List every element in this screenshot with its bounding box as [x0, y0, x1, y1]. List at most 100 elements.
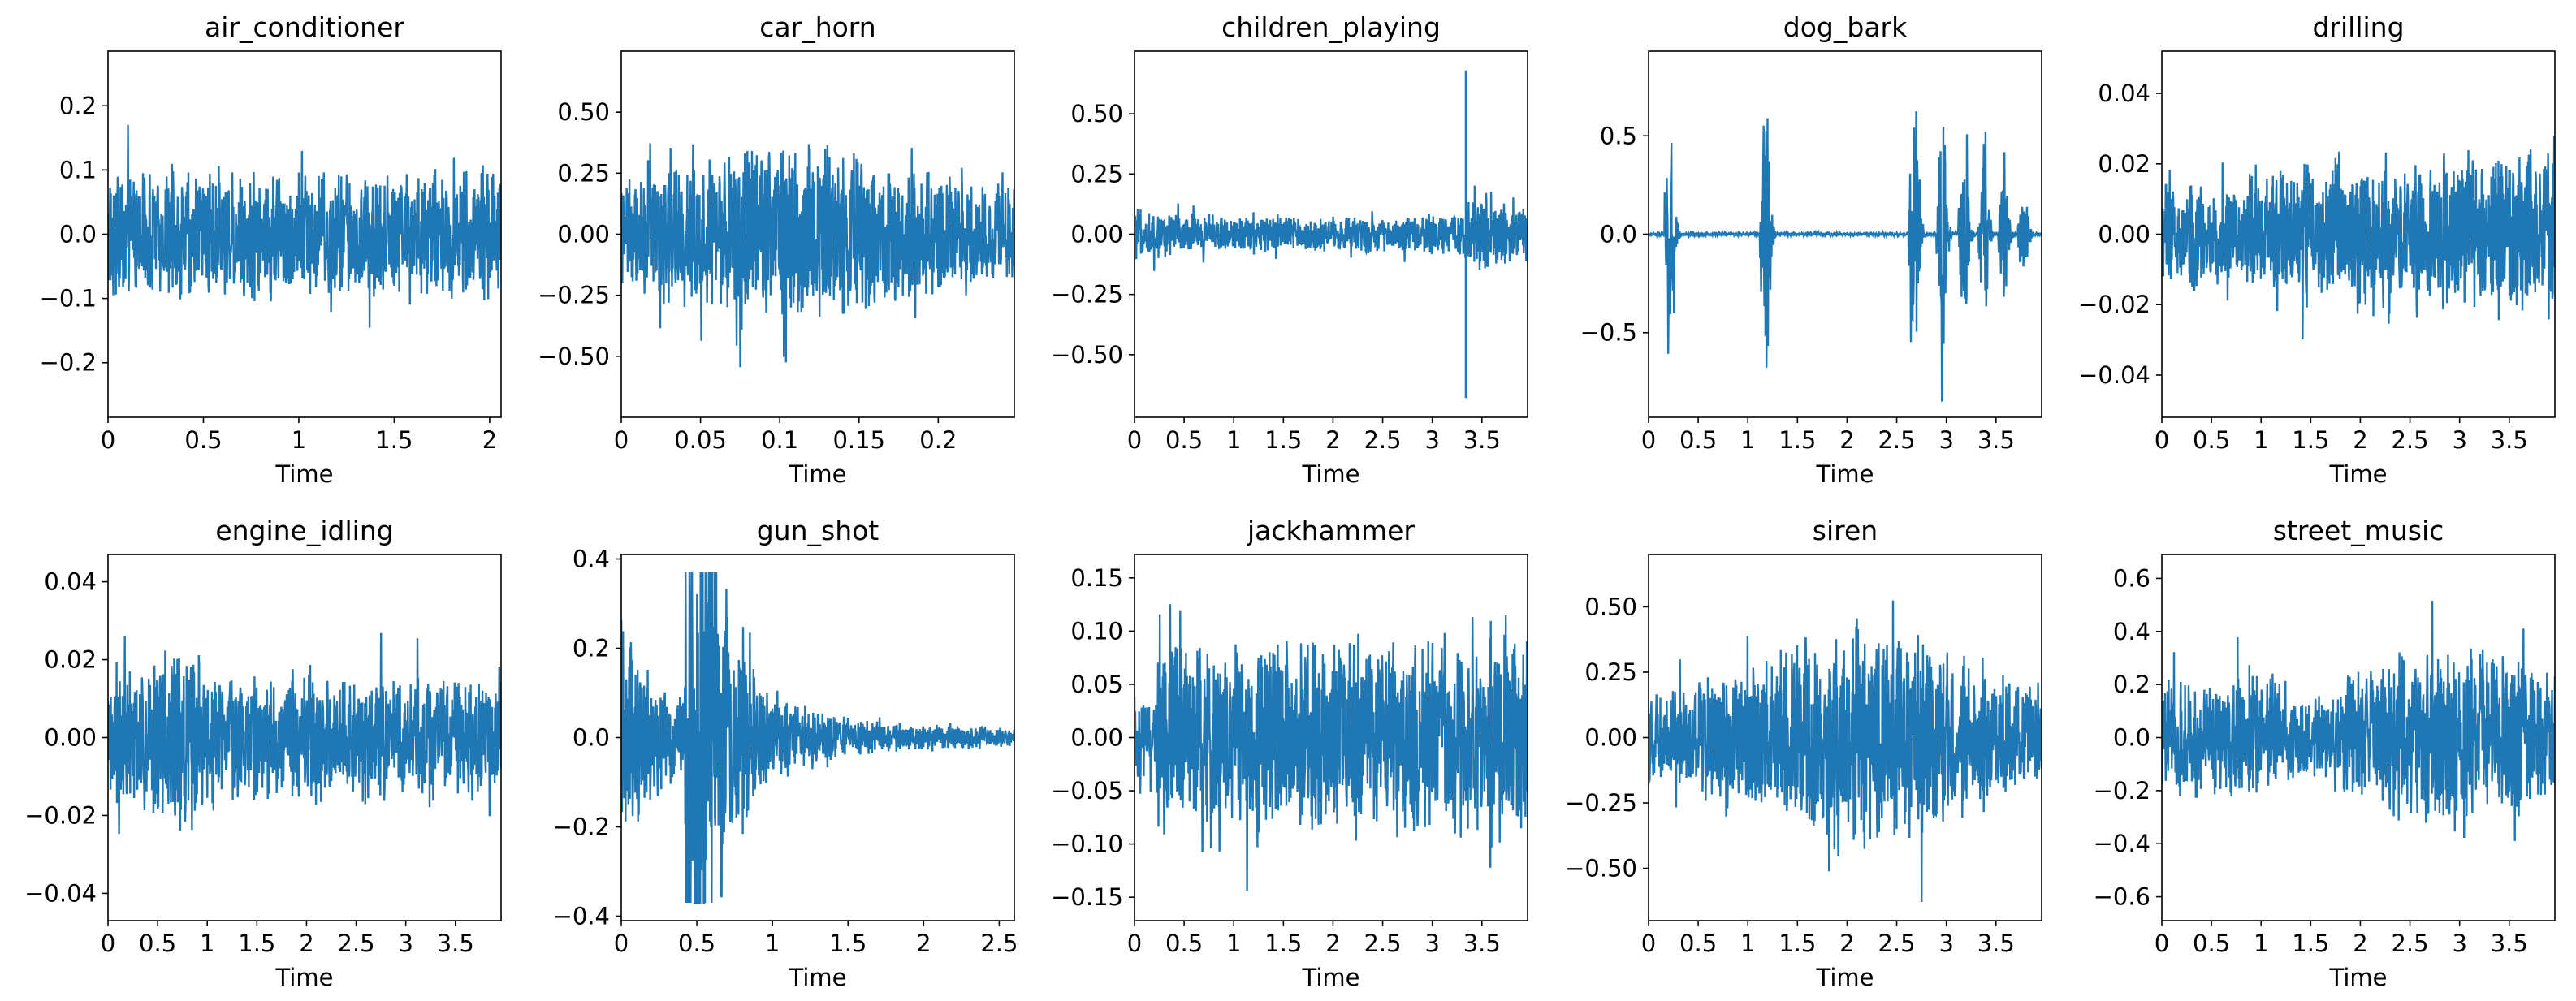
x-tick-label: 1: [2254, 426, 2268, 454]
y-tick-label: 0.0: [59, 221, 97, 248]
x-tick-label: 1.5: [1779, 426, 1816, 454]
y-tick-label: −0.15: [1051, 883, 1123, 911]
x-tick-label: 2: [1839, 930, 1854, 957]
x-tick-label: 1.5: [238, 930, 275, 957]
y-tick-label: 0.00: [1584, 724, 1637, 752]
x-tick-label: 0.5: [1679, 930, 1717, 957]
x-tick-label: 0.1: [761, 426, 798, 454]
y-tick-label: 0.05: [1070, 671, 1123, 698]
subplot-gun-shot: 0 0.5 1 1.5 2 2.5 −0.4 −0.2 0.0 0.2 0.4 gun_shot Tim…: [553, 515, 1018, 991]
x-tick-label: 0.05: [674, 426, 727, 454]
y-tick-label: 0.00: [1070, 221, 1123, 248]
x-tick-label: 0.5: [2193, 930, 2230, 957]
x-tick-label: 0: [1641, 426, 1656, 454]
waveform-siren: [1649, 600, 2042, 903]
x-tick-label: 0: [101, 930, 115, 957]
y-tick-label: 0.50: [1070, 100, 1123, 127]
subplot-engine-idling: 0 0.5 1 1.5 2 2.5 3 3.5 −0.04 −0.02 0.00 0.02 0.04 en…: [24, 515, 502, 991]
x-tick-label: 3.5: [2491, 930, 2528, 957]
y-tick-label: 0.25: [1584, 658, 1637, 686]
x-axis-label: Time: [2329, 964, 2388, 991]
x-axis-label: Time: [789, 964, 847, 991]
x-tick-label: 2: [916, 930, 931, 957]
y-tick-label: 0.04: [44, 568, 97, 596]
y-tick-label: −0.6: [2094, 883, 2150, 911]
y-tick-label: 0.00: [2098, 221, 2150, 248]
x-tick-label: 2: [2353, 426, 2367, 454]
x-tick-label: 2.5: [1364, 930, 1401, 957]
y-tick-label: 0.02: [44, 646, 97, 674]
y-tick-label: −0.50: [1565, 855, 1637, 882]
subplot-siren: 0 0.5 1 1.5 2 2.5 3 3.5 −0.50 −0.25 0.00 0.25 0.50 si…: [1565, 515, 2042, 991]
y-tick-label: −0.02: [24, 801, 97, 829]
x-axis-label: Time: [1302, 964, 1360, 991]
waveform-dog-bark: [1649, 111, 2042, 402]
x-tick-label: 0.5: [1165, 930, 1203, 957]
x-tick-label: 0: [614, 930, 629, 957]
x-tick-label: 1.5: [2292, 930, 2329, 957]
y-tick-label: −0.04: [24, 879, 97, 907]
y-tick-label: 0.4: [573, 546, 610, 573]
x-tick-label: 1: [765, 930, 780, 957]
y-tick-label: 0.1: [59, 156, 97, 183]
y-tick-label: 0.0: [573, 724, 610, 752]
y-tick-label: 0.2: [573, 635, 610, 662]
x-tick-label: 1: [200, 930, 214, 957]
y-tick-label: 0.25: [1070, 160, 1123, 188]
x-tick-label: 0.5: [678, 930, 715, 957]
x-tick-label: 2.5: [980, 930, 1018, 957]
x-tick-label: 2.5: [337, 930, 374, 957]
x-tick-label: 3.5: [2491, 426, 2528, 454]
x-tick-label: 3: [1938, 426, 1953, 454]
subplot-title: children_playing: [1221, 11, 1441, 43]
x-tick-label: 0.5: [1679, 426, 1717, 454]
x-tick-label: 3: [1424, 426, 1439, 454]
y-tick-label: 0.2: [59, 92, 97, 119]
waveform-engine-idling: [108, 632, 501, 835]
y-tick-label: 0.04: [2098, 80, 2150, 107]
x-tick-label: 0.5: [2193, 426, 2230, 454]
y-tick-label: 0.4: [2113, 618, 2150, 645]
x-tick-label: 3.5: [1463, 426, 1501, 454]
y-tick-label: −0.10: [1051, 831, 1123, 858]
y-tick-label: −0.25: [538, 282, 610, 309]
y-tick-label: −0.25: [1051, 281, 1123, 308]
x-tick-label: 2: [2353, 930, 2367, 957]
x-tick-label: 2: [299, 930, 313, 957]
subplot-title: engine_idling: [215, 515, 393, 546]
x-tick-label: 2.5: [1878, 426, 1915, 454]
subplot-car-horn: 0 0.05 0.1 0.15 0.2 −0.50 −0.25 0.00 0.25 0.50 car…: [538, 11, 1015, 488]
subplot-title: siren: [1813, 515, 1878, 546]
y-tick-label: −0.2: [553, 813, 610, 841]
subplot-street-music: 0 0.5 1 1.5 2 2.5 3 3.5 −0.6 −0.4 −0.2 0.0 0.2 0.4 0.6…: [2094, 515, 2556, 991]
x-tick-label: 0.5: [184, 426, 222, 454]
x-tick-label: 1.5: [1779, 930, 1816, 957]
y-tick-label: 0.50: [557, 98, 610, 126]
subplot-title: dog_bark: [1783, 11, 1908, 43]
subplot-air-conditioner: 0 0.5 1 1.5 2 −0.2 −0.1 0.0 0.1 0.2 air_conditione…: [40, 11, 502, 488]
x-tick-label: 0: [2155, 930, 2169, 957]
x-tick-label: 0.15: [832, 426, 885, 454]
x-tick-label: 0: [2155, 426, 2169, 454]
x-axis-label: Time: [275, 460, 334, 488]
subplot-title: gun_shot: [757, 515, 880, 546]
x-tick-label: 3: [1424, 930, 1439, 957]
waveform-air-conditioner: [108, 124, 501, 328]
y-tick-label: 0.00: [557, 221, 610, 248]
x-tick-label: 3: [398, 930, 413, 957]
x-tick-label: 0.5: [1165, 426, 1203, 454]
x-tick-label: 1: [2254, 930, 2268, 957]
y-tick-label: 0.0: [1600, 221, 1637, 248]
y-tick-label: 0.0: [2113, 724, 2150, 752]
x-tick-label: 3.5: [1977, 426, 2015, 454]
x-tick-label: 1.5: [2292, 426, 2329, 454]
y-tick-label: −0.4: [2094, 830, 2150, 857]
waveform-children-playing: [1135, 185, 1528, 271]
y-tick-label: −0.05: [1051, 777, 1123, 805]
y-tick-label: 0.25: [557, 159, 610, 187]
subplot-title: car_horn: [759, 11, 875, 43]
x-tick-label: 3.5: [1977, 930, 2015, 957]
x-tick-label: 1.5: [1264, 426, 1302, 454]
x-axis-label: Time: [1816, 460, 1874, 488]
